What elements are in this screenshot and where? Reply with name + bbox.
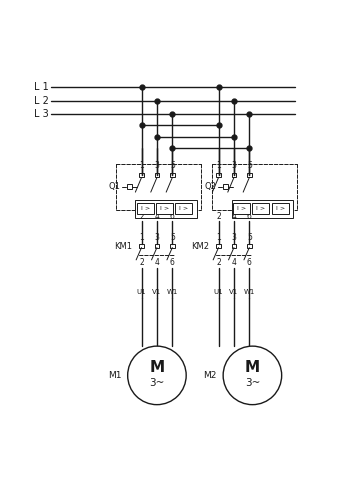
- Text: U1: U1: [137, 289, 146, 295]
- Text: W1: W1: [166, 289, 178, 295]
- Text: L 1: L 1: [34, 82, 49, 92]
- Text: 5: 5: [170, 233, 175, 242]
- Bar: [223, 184, 228, 190]
- Text: I >: I >: [256, 206, 266, 211]
- Bar: [170, 173, 175, 177]
- Text: I >: I >: [276, 206, 285, 211]
- Text: I >: I >: [160, 206, 169, 211]
- Text: 6: 6: [170, 212, 175, 221]
- Text: V1: V1: [229, 289, 239, 295]
- Text: 3: 3: [154, 233, 159, 242]
- Text: 5: 5: [170, 162, 175, 170]
- Bar: [232, 200, 293, 218]
- Text: 6: 6: [247, 212, 252, 221]
- Bar: [135, 200, 197, 218]
- Text: 2: 2: [139, 258, 144, 268]
- Text: M: M: [149, 360, 164, 375]
- Text: M2: M2: [204, 371, 217, 380]
- Text: Q2: Q2: [204, 182, 216, 191]
- Bar: [216, 173, 221, 177]
- Text: 6: 6: [247, 258, 252, 268]
- Text: 1: 1: [139, 233, 144, 242]
- Bar: [233, 203, 250, 215]
- Text: I >: I >: [237, 206, 246, 211]
- Bar: [247, 173, 252, 177]
- Text: U1: U1: [214, 289, 223, 295]
- Bar: [156, 203, 173, 215]
- Text: L 2: L 2: [34, 96, 49, 106]
- Text: 2: 2: [139, 212, 144, 221]
- Text: 1: 1: [216, 162, 221, 170]
- Text: W1: W1: [244, 289, 255, 295]
- Text: 5: 5: [247, 233, 252, 242]
- Text: 5: 5: [247, 162, 252, 170]
- Text: 1: 1: [139, 162, 144, 170]
- Bar: [155, 173, 159, 177]
- Bar: [139, 244, 144, 248]
- Text: 4: 4: [232, 258, 236, 268]
- Bar: [272, 203, 288, 215]
- Text: M1: M1: [108, 371, 122, 380]
- Bar: [252, 203, 269, 215]
- Bar: [170, 244, 175, 248]
- Text: 2: 2: [216, 258, 221, 268]
- Text: 4: 4: [154, 258, 159, 268]
- Text: M: M: [245, 360, 260, 375]
- Bar: [137, 203, 154, 215]
- Bar: [232, 173, 236, 177]
- Text: I >: I >: [179, 206, 188, 211]
- Text: 2: 2: [216, 212, 221, 221]
- Circle shape: [128, 346, 186, 405]
- Text: 4: 4: [232, 212, 236, 221]
- Bar: [139, 173, 144, 177]
- Circle shape: [223, 346, 282, 405]
- Text: I >: I >: [141, 206, 150, 211]
- Text: 4: 4: [154, 212, 159, 221]
- Bar: [175, 203, 192, 215]
- Bar: [247, 244, 252, 248]
- Bar: [155, 244, 159, 248]
- Bar: [216, 244, 221, 248]
- Text: KM2: KM2: [191, 242, 209, 250]
- Text: 3: 3: [154, 162, 159, 170]
- Text: Q1: Q1: [108, 182, 120, 191]
- Text: 3: 3: [232, 233, 236, 242]
- Bar: [232, 244, 236, 248]
- Text: L 3: L 3: [34, 109, 49, 119]
- Text: 3~: 3~: [245, 378, 260, 388]
- Text: V1: V1: [152, 289, 161, 295]
- Text: KM1: KM1: [114, 242, 132, 250]
- Text: 1: 1: [216, 233, 221, 242]
- Text: 3: 3: [232, 162, 236, 170]
- Text: 6: 6: [170, 258, 175, 268]
- Text: 3~: 3~: [149, 378, 164, 388]
- Bar: [126, 184, 132, 190]
